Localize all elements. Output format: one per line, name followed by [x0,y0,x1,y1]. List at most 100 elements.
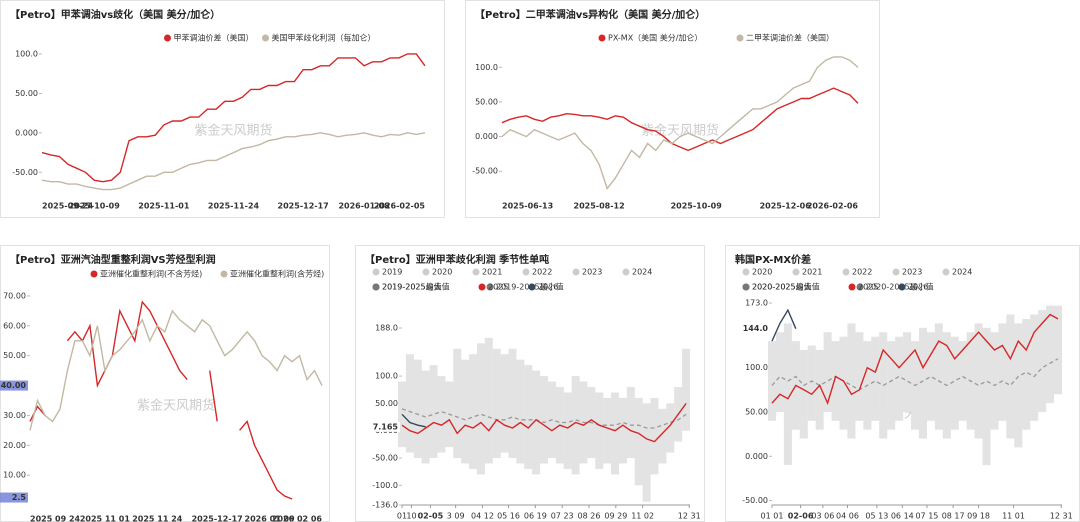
chart-title: 【Petro】二甲苯调油vs异构化（美国 美分/加仑） [475,8,705,21]
series-line [501,56,859,190]
y-tick-label: 100.0 [475,63,498,72]
range-band [958,341,967,421]
x-tick-label: 2025-12-06 [760,202,812,211]
x-tick-label: 2025-10-09 [671,202,723,211]
range-band [508,348,517,459]
legend-label: 2019-2025最大值 [382,282,450,292]
legend-swatch [598,34,606,42]
range-band [650,397,659,475]
legend-label: 亚洲催化重整利润(不含芳烃) [100,269,202,279]
y-tick-label: 50.00 [15,89,38,98]
x-tick-label: 08 26 [578,512,601,521]
series-line [29,300,293,500]
y-tick-label: 60.00 [3,321,26,330]
range-band [484,337,493,464]
legend-label: 2023 [582,268,602,277]
legend-swatch [742,268,750,276]
y-tick-label: -100.0 [372,481,398,490]
annotation: 40.00 [1,381,27,390]
x-tick-label: 06 19 [524,512,547,521]
legend-label: 2019 [382,268,402,277]
y-tick-label: 10.00 [3,471,26,480]
x-tick-label: 2025-09-24 [42,202,94,211]
range-band [682,348,691,431]
y-tick-label: 50.00 [475,97,498,106]
series-line [771,313,1059,406]
y-tick-label: 70.00 [3,291,26,300]
range-band [799,349,808,439]
legend-swatch [478,283,486,291]
x-tick-label: 2026-02-06 [807,202,859,211]
x-tick-label: 01 01 [761,512,784,521]
annotation: 7.165 [373,422,399,431]
watermark: 紫金天风期货 [194,123,272,139]
series-line [41,132,426,191]
range-band [839,336,848,430]
range-band [595,392,604,469]
range-band [815,349,824,430]
y-tick-label: 20.00 [3,441,26,450]
x-tick-label: 09 29 [604,512,627,521]
x-tick-label: 06 14 [891,512,914,521]
range-band [626,387,635,459]
legend-swatch [262,34,269,42]
chart-panel: 【Petro】二甲苯调油vs异构化（美国 美分/加仑） 2025-06-13 202… [465,0,880,218]
range-band [453,348,462,459]
range-band [1022,318,1031,430]
range-band [476,343,485,475]
x-tick-label: 3 09 [447,512,465,521]
x-tick-label: 2026 02 06 [272,515,323,522]
series-line [401,413,426,428]
range-band [831,341,840,421]
series-line [29,309,323,431]
legend-label: 亚洲催化重整利润(含芳烃) [230,269,324,279]
range-band [855,332,864,421]
x-tick-label: 02-05 [418,512,444,521]
x-tick-label: 2025-10-09 [69,202,121,211]
range-band [421,370,430,464]
y-tick-label: 188.0 [375,324,398,333]
range-band [934,323,943,430]
range-band [461,359,470,464]
legend-swatch [856,283,864,291]
x-tick-label: 05 13 [865,512,888,521]
x-tick-label: 09 18 [967,512,990,521]
x-tick-label: 2025-12-17 [278,202,329,211]
x-tick-label: 2025 09 24 [30,515,81,522]
legend-swatch [522,268,530,276]
legend-label: 2022 [532,268,552,277]
x-tick-label: 07 23 [551,512,574,521]
legend-swatch [942,268,950,276]
y-tick-label: 0.000 [15,128,38,137]
series-line [771,308,797,342]
legend-label: 甲苯调油价差（美国） [174,33,254,43]
x-tick-label: 2025-11-01 [138,202,190,211]
legend-swatch [742,283,750,291]
range-band [903,332,912,412]
range-band [1053,305,1063,395]
series-line [401,402,687,443]
x-tick-label: 2026-01-08 [338,202,390,211]
range-band [437,376,446,453]
x-tick-label: 11 01 [1002,512,1025,521]
legend-swatch [90,270,98,278]
legend-label: 2022 [852,268,872,277]
range-band [634,397,643,486]
y-tick-label: -136.0 [372,501,398,510]
panel-border [465,0,880,218]
range-band [532,370,541,475]
series-line [401,408,687,429]
chart-title: 韩国PX-MX价差 [735,253,811,266]
range-band [563,392,572,469]
series-line [501,87,859,152]
y-tick-label: 100.0 [15,49,38,58]
legend-label: 2021 [802,268,822,277]
x-tick-label: 2025 11 24 [132,515,183,522]
range-band [500,354,509,453]
range-band [571,376,580,475]
range-band [642,403,651,502]
range-band [429,365,438,459]
